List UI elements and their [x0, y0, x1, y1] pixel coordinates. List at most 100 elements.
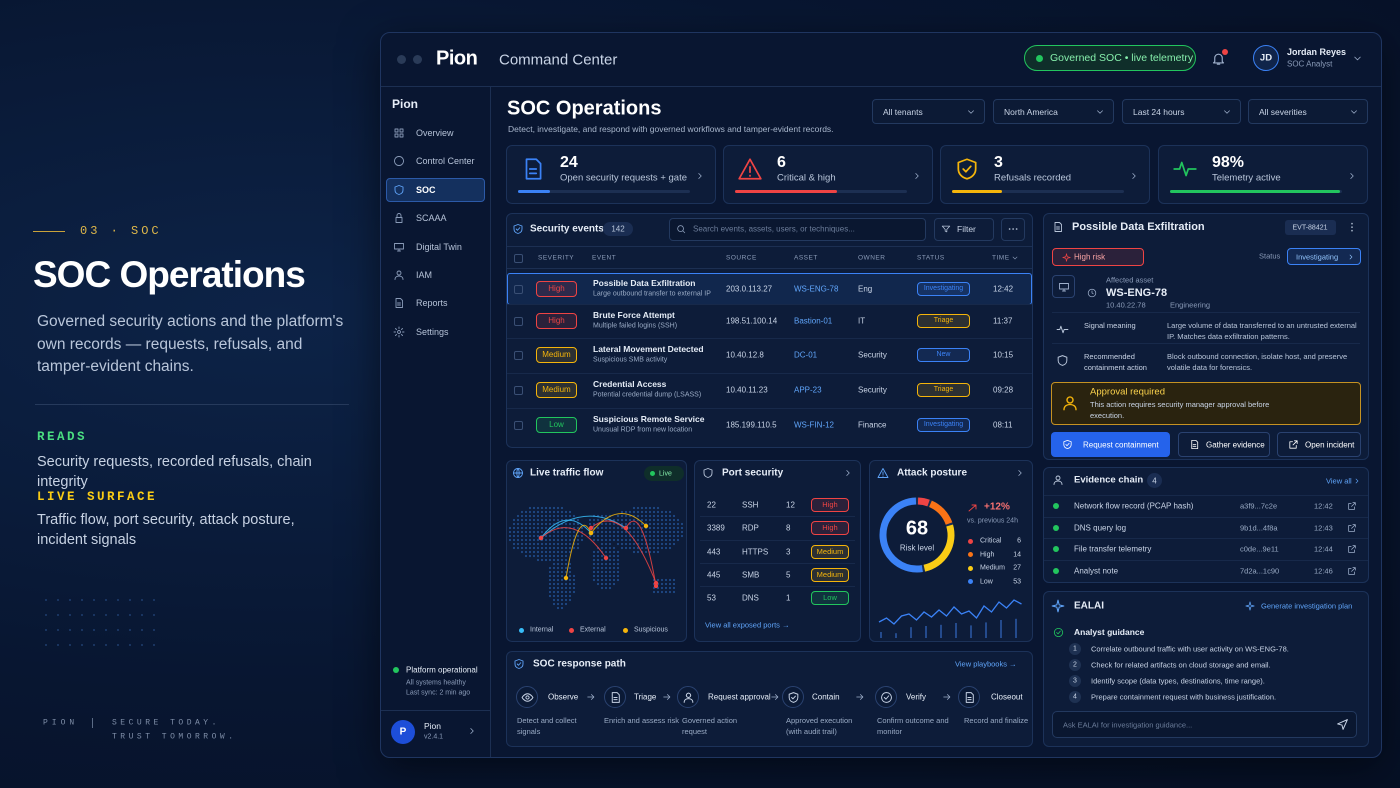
map-dot [568, 578, 572, 582]
evidence-view-all[interactable]: View all [1326, 476, 1352, 486]
filter-select[interactable] [1122, 99, 1241, 124]
nav-item[interactable]: IAM [416, 270, 433, 280]
map-dot [608, 582, 612, 586]
map-dot [532, 530, 536, 534]
map-dot [556, 518, 560, 522]
response-link[interactable]: View playbooks → [955, 659, 1017, 669]
map-dot [656, 526, 660, 530]
event-detail: Large outbound transfer to external IP [593, 290, 711, 298]
legend-dot [568, 627, 574, 633]
action-label[interactable]: Open incident [1305, 440, 1355, 449]
map-dot [528, 526, 532, 530]
map-dot [516, 542, 520, 546]
map-dot [612, 546, 616, 550]
grid-dot [117, 644, 119, 646]
map-dot [564, 546, 568, 550]
map-dot [592, 534, 596, 538]
map-dot [576, 534, 580, 538]
action-button[interactable] [1277, 432, 1361, 457]
map-dot [664, 526, 668, 530]
map-dot [528, 538, 532, 542]
port-risk: High [811, 498, 849, 512]
map-dot [536, 542, 540, 546]
nav-icon [394, 184, 404, 195]
action-label[interactable]: Gather evidence [1206, 440, 1265, 449]
column-header: SOURCE [726, 254, 757, 262]
map-dot [636, 510, 640, 514]
map-dot [528, 546, 532, 550]
map-dot [616, 570, 620, 574]
status-pill [1024, 45, 1196, 71]
map-dot [532, 522, 536, 526]
icon-path [1348, 567, 1356, 575]
more-button[interactable] [1001, 218, 1025, 241]
filter-select[interactable] [872, 99, 985, 124]
action-button[interactable] [1178, 432, 1270, 457]
kpi-value: 24 [560, 154, 578, 171]
icon-path [683, 692, 693, 703]
map-dot [540, 530, 544, 534]
map-dot [680, 522, 684, 526]
map-dot [656, 530, 660, 534]
filter-select[interactable] [993, 99, 1114, 124]
search-icon [677, 225, 686, 234]
map-dot [628, 530, 632, 534]
map-dot [528, 518, 532, 522]
icon-path [1224, 109, 1230, 114]
nav-item[interactable]: Settings [416, 326, 449, 337]
nav-icon [394, 156, 404, 167]
icon-path [846, 470, 850, 476]
map-dot [552, 594, 556, 598]
page-title: SOC Operations [507, 97, 662, 120]
icon-path [703, 468, 713, 478]
kpi-card[interactable] [940, 145, 1150, 204]
map-dot [552, 518, 556, 522]
grid-dot [129, 599, 131, 601]
assistant-input[interactable] [1052, 711, 1357, 738]
event-detail: Multiple failed logins (SSH) [593, 322, 678, 330]
search-box[interactable] [669, 218, 926, 241]
map-dot [572, 522, 576, 526]
map-dot [612, 554, 616, 558]
nav-item[interactable]: SCAAA [416, 213, 447, 224]
checkbox[interactable] [514, 350, 523, 360]
kpi-card[interactable] [1158, 145, 1368, 204]
checkbox[interactable] [514, 385, 523, 395]
map-dot [548, 506, 552, 510]
map-dot [552, 546, 556, 550]
map-dot [552, 582, 556, 586]
checkbox[interactable] [514, 420, 523, 430]
filter-button[interactable] [934, 218, 994, 241]
map-dot [540, 510, 544, 514]
map-dot [556, 542, 560, 546]
checkbox[interactable] [514, 316, 523, 326]
map-dot [600, 530, 604, 534]
checkbox[interactable] [514, 284, 523, 294]
nav-item[interactable]: Overview [416, 128, 454, 138]
nav-item[interactable]: Digital Twin [416, 241, 462, 252]
map-dot [556, 514, 560, 518]
status-value: Investigating [1296, 252, 1339, 261]
map-dot [528, 530, 532, 534]
assistant-action[interactable]: Generate investigation plan [1261, 601, 1353, 611]
ports-link[interactable]: View all exposed ports → [705, 620, 790, 630]
map-dot [604, 530, 608, 534]
checkbox[interactable] [514, 254, 523, 263]
nav-item[interactable]: SOC [416, 184, 436, 195]
map-dot [572, 574, 576, 578]
map-dot [568, 534, 572, 538]
status-select[interactable] [1287, 248, 1361, 265]
map-dot [612, 550, 616, 554]
map-dot [612, 574, 616, 578]
icon-path [941, 225, 951, 233]
nav-item[interactable]: Control Center [416, 156, 475, 167]
evidence-name: Network flow record (PCAP hash) [1074, 501, 1194, 511]
filter-select[interactable] [1248, 99, 1368, 124]
event-time: 12:42 [993, 284, 1014, 294]
map-dot [644, 506, 648, 510]
evidence-open-icon [1348, 502, 1356, 510]
nav-item[interactable]: Reports [416, 298, 448, 309]
legend-label: Suspicious [634, 626, 668, 634]
map-dot [608, 554, 612, 558]
action-label[interactable]: Request containment [1083, 440, 1159, 449]
